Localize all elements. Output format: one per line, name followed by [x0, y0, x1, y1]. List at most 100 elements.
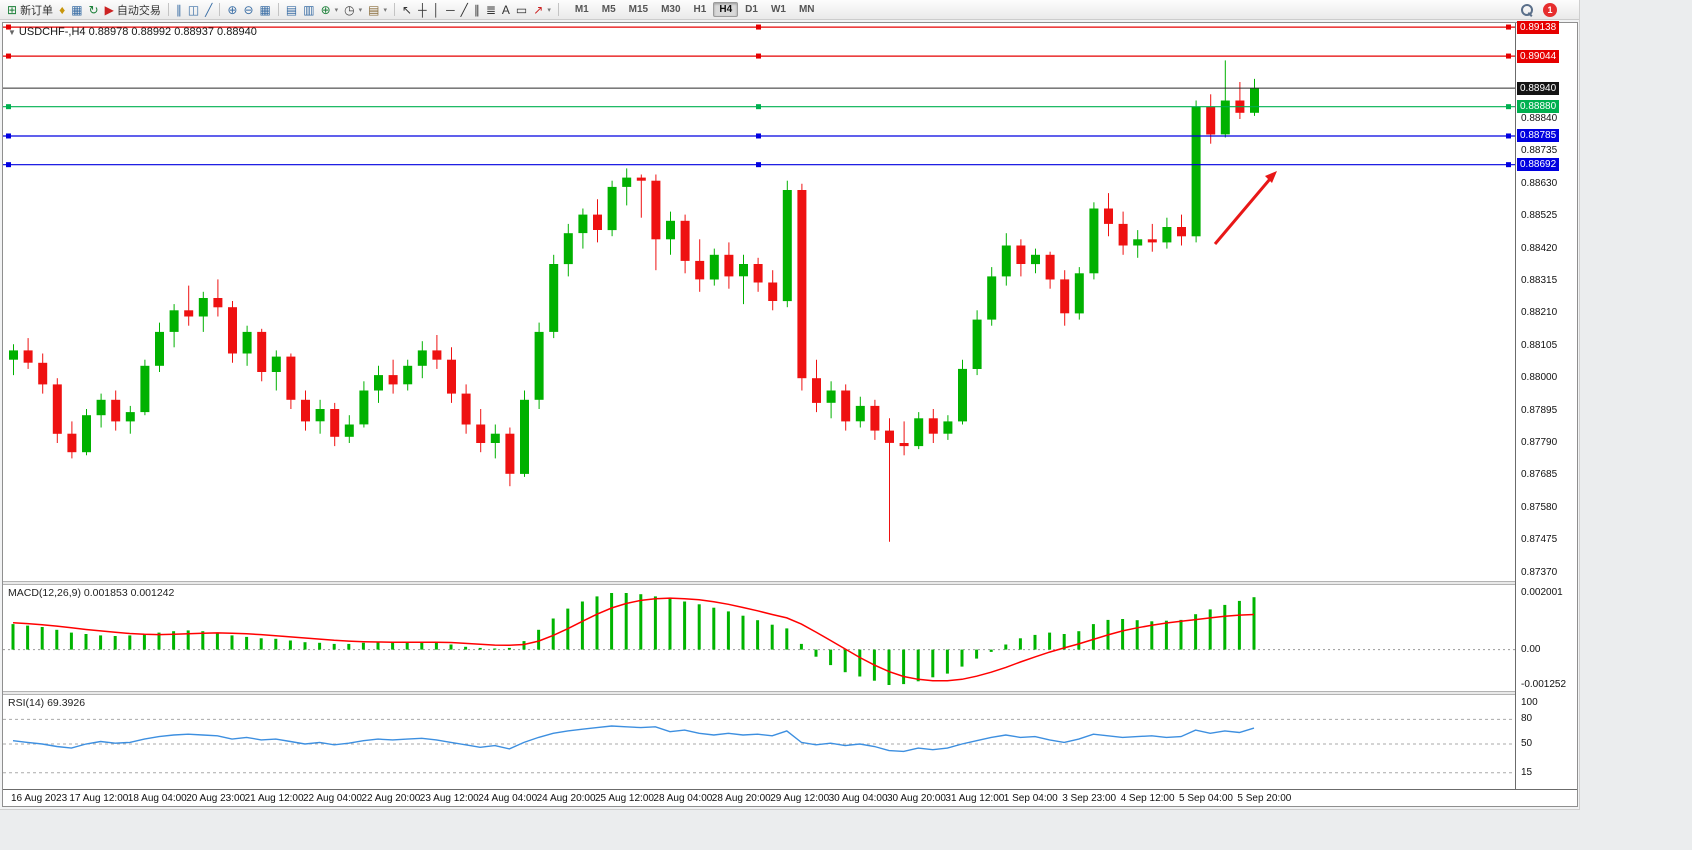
timeframe-button-m5[interactable]: M5	[601, 4, 616, 15]
timeframe-button-d1[interactable]: D1	[745, 4, 758, 15]
candlestick-chart-icon[interactable]: ◫	[185, 1, 202, 18]
timeframe-button-mn[interactable]: MN	[798, 4, 815, 15]
line-handle[interactable]	[756, 53, 761, 59]
candle-down	[1016, 245, 1026, 264]
new-chart-icon[interactable]: ▥	[300, 1, 317, 18]
line-handle[interactable]	[6, 162, 11, 168]
line-handle[interactable]	[756, 104, 761, 110]
price-tick: 0.88630	[1521, 177, 1558, 189]
candle-down	[1147, 239, 1157, 243]
line-handle[interactable]	[756, 133, 761, 139]
vertical-line-icon[interactable]: │	[430, 1, 444, 18]
channel-icon[interactable]: ∥	[471, 1, 483, 18]
candle-down	[1206, 106, 1216, 135]
autotrading-button[interactable]: ▶ 自动交易	[102, 1, 164, 18]
timeframe-button-h4[interactable]: H4	[713, 2, 739, 17]
time-label: 22 Aug 04:00	[303, 793, 362, 804]
notification-badge[interactable]: 1	[1543, 2, 1557, 17]
candle-up	[782, 190, 792, 302]
line-handle[interactable]	[1506, 104, 1511, 110]
refresh-icon[interactable]: ↻	[86, 1, 102, 18]
cursor-icon[interactable]: ↖	[399, 1, 415, 18]
timeframe-button-h1[interactable]: H1	[693, 4, 707, 15]
line-handle[interactable]	[756, 24, 761, 30]
line-handle[interactable]	[1506, 24, 1511, 30]
rsi-scale-label: 80	[1521, 713, 1533, 725]
candle-down	[447, 359, 456, 394]
line-handle[interactable]	[6, 24, 11, 30]
periods-icon[interactable]: ◷ ▾	[341, 1, 365, 18]
time-label: 20 Aug 23:00	[186, 793, 246, 804]
candle-down	[1118, 223, 1128, 246]
templates-icon: ▤	[368, 2, 380, 17]
time-label: 18 Aug 04:00	[127, 793, 187, 804]
timeframe-button-w1[interactable]: W1	[770, 4, 786, 15]
time-axis[interactable]: 16 Aug 2023 17 Aug 12:00 18 Aug 04:00 20 Au…	[3, 789, 1577, 806]
candle-up	[96, 399, 106, 416]
strategy-tester-icon: ▤	[285, 2, 298, 17]
pane-separator[interactable]	[3, 581, 1577, 585]
time-label: 5 Sep 20:00	[1237, 793, 1292, 804]
chart-window-icon[interactable]: ▦	[68, 1, 85, 18]
crosshair-icon[interactable]: ┼	[415, 1, 430, 18]
horizontal-line-icon[interactable]: ─	[443, 1, 458, 18]
fibonacci-icon[interactable]: ≣	[483, 1, 499, 18]
candle-up	[344, 424, 354, 437]
search-icon[interactable]	[1521, 3, 1533, 16]
chevron-down-icon: ▾	[334, 6, 339, 14]
price-tick: 0.87370	[1521, 566, 1558, 578]
line-handle[interactable]	[6, 104, 11, 110]
news-icon[interactable]: ♦	[56, 1, 68, 18]
strategy-tester-icon[interactable]: ▤	[283, 1, 300, 18]
collapse-icon[interactable]: ▼	[8, 28, 16, 37]
pane-separator[interactable]	[3, 691, 1577, 695]
toolbar-separator	[167, 3, 169, 16]
line-handle[interactable]	[6, 133, 11, 139]
timeframe-group: M1 M5 M15 M30 H1 H4 D1 W1 MN	[569, 2, 821, 17]
candle-up	[1162, 227, 1172, 243]
arrow-shaft	[1213, 178, 1272, 245]
arrows-icon[interactable]: ↗ ▾	[530, 1, 554, 18]
chevron-down-icon: ▾	[547, 6, 551, 14]
macd-signal-line	[12, 597, 1255, 682]
tile-windows-icon[interactable]: ▦	[257, 1, 274, 18]
text-icon[interactable]: A	[499, 1, 513, 18]
candle-up	[520, 399, 529, 474]
candle-down	[38, 362, 48, 385]
trendline-icon[interactable]: ╱	[458, 1, 471, 18]
bar-chart-icon[interactable]: ∥	[173, 1, 185, 18]
zoom-out-icon[interactable]: ⊖	[240, 1, 256, 18]
candle-up	[374, 375, 383, 391]
zoom-out-icon: ⊖	[243, 2, 254, 17]
macd-canvas[interactable]	[3, 585, 1515, 691]
templates-icon[interactable]: ▤ ▾	[365, 1, 390, 18]
candle-up	[82, 415, 91, 453]
line-chart-icon[interactable]: ╱	[202, 1, 215, 18]
timeframe-button-m30[interactable]: M30	[661, 4, 681, 15]
line-handle[interactable]	[6, 53, 11, 59]
main-chart-canvas[interactable]	[3, 23, 1515, 581]
text-label-icon[interactable]: ▭	[513, 1, 530, 18]
line-handle[interactable]	[1506, 162, 1511, 168]
trendline-icon: ╱	[460, 2, 468, 17]
indicators-icon[interactable]: ⊕ ▾	[318, 1, 342, 18]
line-handle[interactable]	[1506, 53, 1511, 59]
timeframe-button-m1[interactable]: M1	[574, 4, 589, 15]
vertical-line-icon: │	[432, 2, 441, 17]
trend-arrow-annotation[interactable]	[1213, 171, 1277, 245]
zoom-in-icon[interactable]: ⊕	[224, 1, 240, 18]
rsi-canvas[interactable]	[3, 695, 1515, 789]
candle-down	[23, 350, 33, 363]
line-handle[interactable]	[756, 162, 761, 168]
time-label: 5 Sep 04:00	[1179, 793, 1233, 804]
candle-down	[52, 384, 62, 434]
new-order-button[interactable]: ⊞ 新订单	[4, 1, 56, 18]
price-axis[interactable]: 0.88840 0.88735 0.88630 0.88525 0.88420 0.883…	[1515, 20, 1577, 789]
candle-up	[563, 233, 573, 265]
candle-down	[812, 378, 821, 403]
bar-chart-icon: ∥	[175, 2, 182, 17]
timeframe-button-m15[interactable]: M15	[628, 4, 649, 15]
candle-down	[797, 190, 807, 379]
candle-up	[198, 298, 208, 317]
line-handle[interactable]	[1506, 133, 1511, 139]
